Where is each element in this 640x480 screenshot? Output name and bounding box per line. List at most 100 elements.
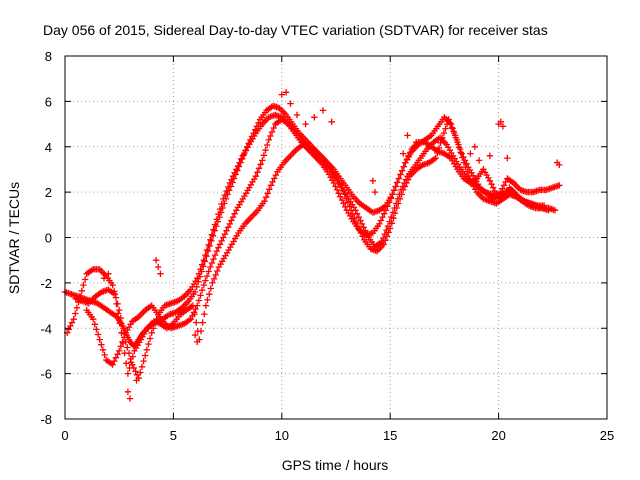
data-point xyxy=(111,357,118,365)
data-point xyxy=(207,285,214,292)
data-point xyxy=(254,169,261,176)
data-point xyxy=(360,224,367,231)
data-point xyxy=(389,209,397,216)
data-point xyxy=(93,326,100,333)
data-point xyxy=(211,221,219,228)
data-point xyxy=(191,331,199,339)
data-point xyxy=(384,223,392,230)
data-point xyxy=(224,183,232,191)
data-point xyxy=(80,281,87,289)
data-point xyxy=(400,163,407,170)
data-point xyxy=(440,129,448,137)
data-point xyxy=(407,149,414,156)
data-point xyxy=(255,165,263,172)
data-point xyxy=(269,178,276,186)
data-point xyxy=(202,277,209,284)
data-point xyxy=(340,200,347,207)
data-point xyxy=(355,213,362,221)
data-point xyxy=(114,351,121,358)
data-point xyxy=(206,242,213,250)
x-tick-label: 20 xyxy=(491,428,505,443)
data-point xyxy=(197,266,204,273)
data-point xyxy=(338,196,346,204)
data-point xyxy=(113,300,120,308)
data-point xyxy=(394,195,401,203)
data-point xyxy=(302,120,309,128)
data-point xyxy=(70,316,77,323)
data-point xyxy=(268,128,276,136)
data-point xyxy=(381,210,388,217)
data-point xyxy=(369,177,377,184)
data-point xyxy=(442,125,449,132)
data-point xyxy=(319,107,327,114)
data-point xyxy=(224,224,232,231)
data-point xyxy=(500,182,508,189)
data-point xyxy=(264,190,271,197)
data-point xyxy=(293,111,301,119)
data-point xyxy=(210,255,217,263)
data-point xyxy=(358,220,366,228)
data-point xyxy=(211,251,219,259)
data-point xyxy=(124,388,132,395)
data-point xyxy=(210,226,217,233)
data-point xyxy=(124,370,132,377)
data-point xyxy=(265,136,272,144)
data-point xyxy=(380,234,387,242)
data-point xyxy=(201,310,208,318)
data-point xyxy=(143,346,150,353)
x-tick-label: 0 xyxy=(61,428,68,443)
data-point xyxy=(187,316,194,323)
data-point xyxy=(208,237,215,245)
data-point xyxy=(116,319,123,327)
data-point xyxy=(119,322,126,330)
data-point xyxy=(486,152,494,159)
data-point xyxy=(199,319,206,326)
data-point xyxy=(152,257,160,264)
data-point xyxy=(408,145,416,153)
data-points xyxy=(61,89,563,402)
data-point xyxy=(386,218,393,225)
data-point xyxy=(137,369,144,376)
data-point xyxy=(378,238,385,246)
data-point xyxy=(449,125,456,132)
data-point xyxy=(403,156,411,163)
data-point xyxy=(216,205,224,213)
data-point xyxy=(342,203,349,211)
data-point xyxy=(205,241,212,249)
data-point xyxy=(480,166,487,173)
data-point xyxy=(377,217,385,224)
data-point xyxy=(208,259,216,267)
data-point xyxy=(390,187,398,194)
y-tick-label: 8 xyxy=(45,49,52,64)
data-point xyxy=(223,227,230,234)
data-point xyxy=(236,159,243,166)
data-point xyxy=(210,275,218,283)
y-tick-label: -8 xyxy=(40,412,52,427)
data-point xyxy=(556,161,563,169)
data-point xyxy=(189,302,197,309)
data-point xyxy=(504,154,511,162)
data-point xyxy=(459,154,466,161)
data-point xyxy=(117,343,124,350)
x-tick-label: 15 xyxy=(383,428,397,443)
data-point xyxy=(363,230,371,238)
data-point xyxy=(228,217,235,224)
data-point xyxy=(457,149,464,156)
data-point xyxy=(223,187,230,195)
data-point xyxy=(271,175,278,182)
data-point xyxy=(195,270,203,277)
x-tick-label: 5 xyxy=(170,428,177,443)
data-point xyxy=(401,179,408,187)
data-point xyxy=(402,159,409,166)
data-point xyxy=(262,194,270,201)
data-point xyxy=(195,297,203,304)
y-tick-label: 4 xyxy=(45,140,52,155)
data-point xyxy=(118,329,125,336)
data-point xyxy=(146,335,154,342)
data-point xyxy=(101,351,108,359)
data-point xyxy=(218,200,225,208)
data-point xyxy=(114,310,122,317)
data-point xyxy=(148,329,155,336)
data-point xyxy=(138,363,146,370)
data-point xyxy=(381,230,388,238)
